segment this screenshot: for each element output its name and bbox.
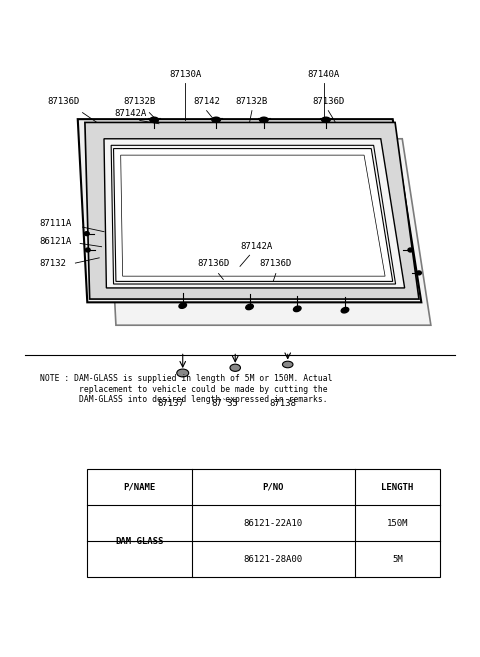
Text: 87142: 87142 bbox=[193, 97, 220, 106]
Text: 87132B: 87132B bbox=[124, 97, 156, 106]
Polygon shape bbox=[114, 148, 393, 281]
Ellipse shape bbox=[293, 306, 301, 311]
Text: LENGTH: LENGTH bbox=[381, 483, 414, 491]
Ellipse shape bbox=[322, 117, 330, 122]
Bar bbox=[87, 469, 441, 577]
Text: 150M: 150M bbox=[387, 518, 408, 528]
Text: 87138: 87138 bbox=[269, 399, 296, 407]
Text: 5M: 5M bbox=[392, 555, 403, 564]
Text: 87142A: 87142A bbox=[114, 109, 146, 118]
Text: 86121A: 86121A bbox=[39, 237, 72, 246]
Ellipse shape bbox=[179, 303, 187, 308]
Text: 87142A: 87142A bbox=[240, 242, 273, 251]
Text: DAM-GLASS: DAM-GLASS bbox=[116, 537, 164, 545]
Ellipse shape bbox=[177, 369, 189, 377]
Polygon shape bbox=[78, 119, 421, 302]
Text: P/NAME: P/NAME bbox=[124, 483, 156, 491]
Polygon shape bbox=[104, 139, 405, 288]
Text: NOTE : DAM-GLASS is supplied in length of 5M or 150M. Actual
        replacement: NOTE : DAM-GLASS is supplied in length o… bbox=[39, 374, 332, 404]
Text: 87136D: 87136D bbox=[260, 260, 292, 268]
Text: 87136D: 87136D bbox=[48, 97, 80, 106]
Polygon shape bbox=[85, 122, 419, 299]
Text: 87111A: 87111A bbox=[39, 219, 72, 229]
Ellipse shape bbox=[260, 117, 268, 122]
Text: 87132B: 87132B bbox=[236, 97, 268, 106]
Ellipse shape bbox=[408, 248, 413, 252]
Ellipse shape bbox=[85, 248, 90, 252]
Text: 86121-22A10: 86121-22A10 bbox=[244, 518, 303, 528]
Text: 87`35: 87`35 bbox=[211, 399, 238, 407]
Text: 87137: 87137 bbox=[157, 399, 184, 407]
Text: 87136D: 87136D bbox=[312, 97, 345, 106]
Text: 86121-28A00: 86121-28A00 bbox=[244, 555, 303, 564]
Ellipse shape bbox=[212, 117, 220, 122]
Text: 87130A: 87130A bbox=[169, 70, 201, 79]
Ellipse shape bbox=[246, 304, 253, 309]
Text: 87136D: 87136D bbox=[198, 260, 230, 268]
Text: 87140A: 87140A bbox=[307, 70, 340, 79]
Ellipse shape bbox=[84, 232, 89, 236]
Ellipse shape bbox=[150, 117, 158, 122]
Text: P/NO: P/NO bbox=[263, 483, 284, 491]
Ellipse shape bbox=[282, 361, 293, 368]
Ellipse shape bbox=[417, 271, 421, 275]
Polygon shape bbox=[107, 139, 431, 325]
Text: 87132: 87132 bbox=[39, 259, 66, 267]
Ellipse shape bbox=[341, 307, 349, 313]
Ellipse shape bbox=[230, 364, 240, 371]
